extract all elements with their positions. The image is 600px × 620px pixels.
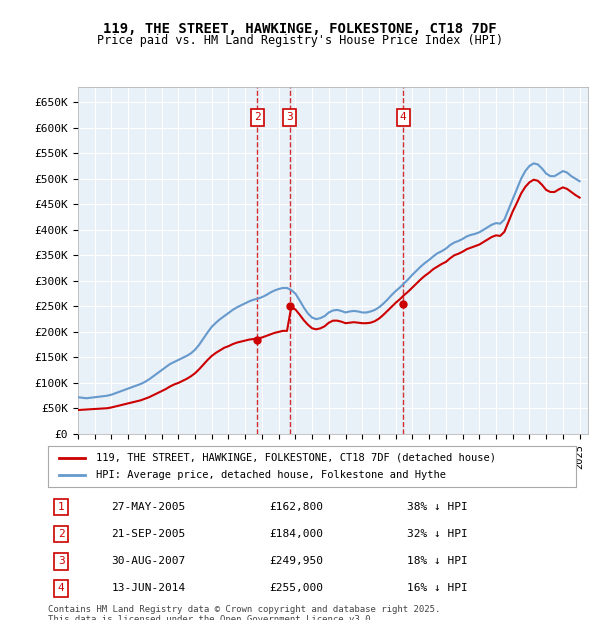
Text: 2: 2 — [254, 112, 260, 122]
Text: 27-MAY-2005: 27-MAY-2005 — [112, 502, 185, 512]
Text: 13-JUN-2014: 13-JUN-2014 — [112, 583, 185, 593]
Text: 4: 4 — [400, 112, 407, 122]
Text: 2: 2 — [58, 529, 65, 539]
Text: 21-SEP-2005: 21-SEP-2005 — [112, 529, 185, 539]
Text: Price paid vs. HM Land Registry's House Price Index (HPI): Price paid vs. HM Land Registry's House … — [97, 34, 503, 47]
Text: 119, THE STREET, HAWKINGE, FOLKESTONE, CT18 7DF: 119, THE STREET, HAWKINGE, FOLKESTONE, C… — [103, 22, 497, 36]
Text: HPI: Average price, detached house, Folkestone and Hythe: HPI: Average price, detached house, Folk… — [95, 471, 446, 480]
Text: £255,000: £255,000 — [270, 583, 324, 593]
Text: 38% ↓ HPI: 38% ↓ HPI — [407, 502, 468, 512]
Text: £249,950: £249,950 — [270, 556, 324, 566]
Text: £162,800: £162,800 — [270, 502, 324, 512]
Text: Contains HM Land Registry data © Crown copyright and database right 2025.
This d: Contains HM Land Registry data © Crown c… — [48, 604, 440, 620]
Text: 16% ↓ HPI: 16% ↓ HPI — [407, 583, 468, 593]
Text: 30-AUG-2007: 30-AUG-2007 — [112, 556, 185, 566]
Text: 3: 3 — [286, 112, 293, 122]
Text: 119, THE STREET, HAWKINGE, FOLKESTONE, CT18 7DF (detached house): 119, THE STREET, HAWKINGE, FOLKESTONE, C… — [95, 453, 496, 463]
Text: 4: 4 — [58, 583, 65, 593]
Text: 32% ↓ HPI: 32% ↓ HPI — [407, 529, 468, 539]
Text: 3: 3 — [58, 556, 65, 566]
Text: 1: 1 — [58, 502, 65, 512]
Text: £184,000: £184,000 — [270, 529, 324, 539]
Text: 18% ↓ HPI: 18% ↓ HPI — [407, 556, 468, 566]
